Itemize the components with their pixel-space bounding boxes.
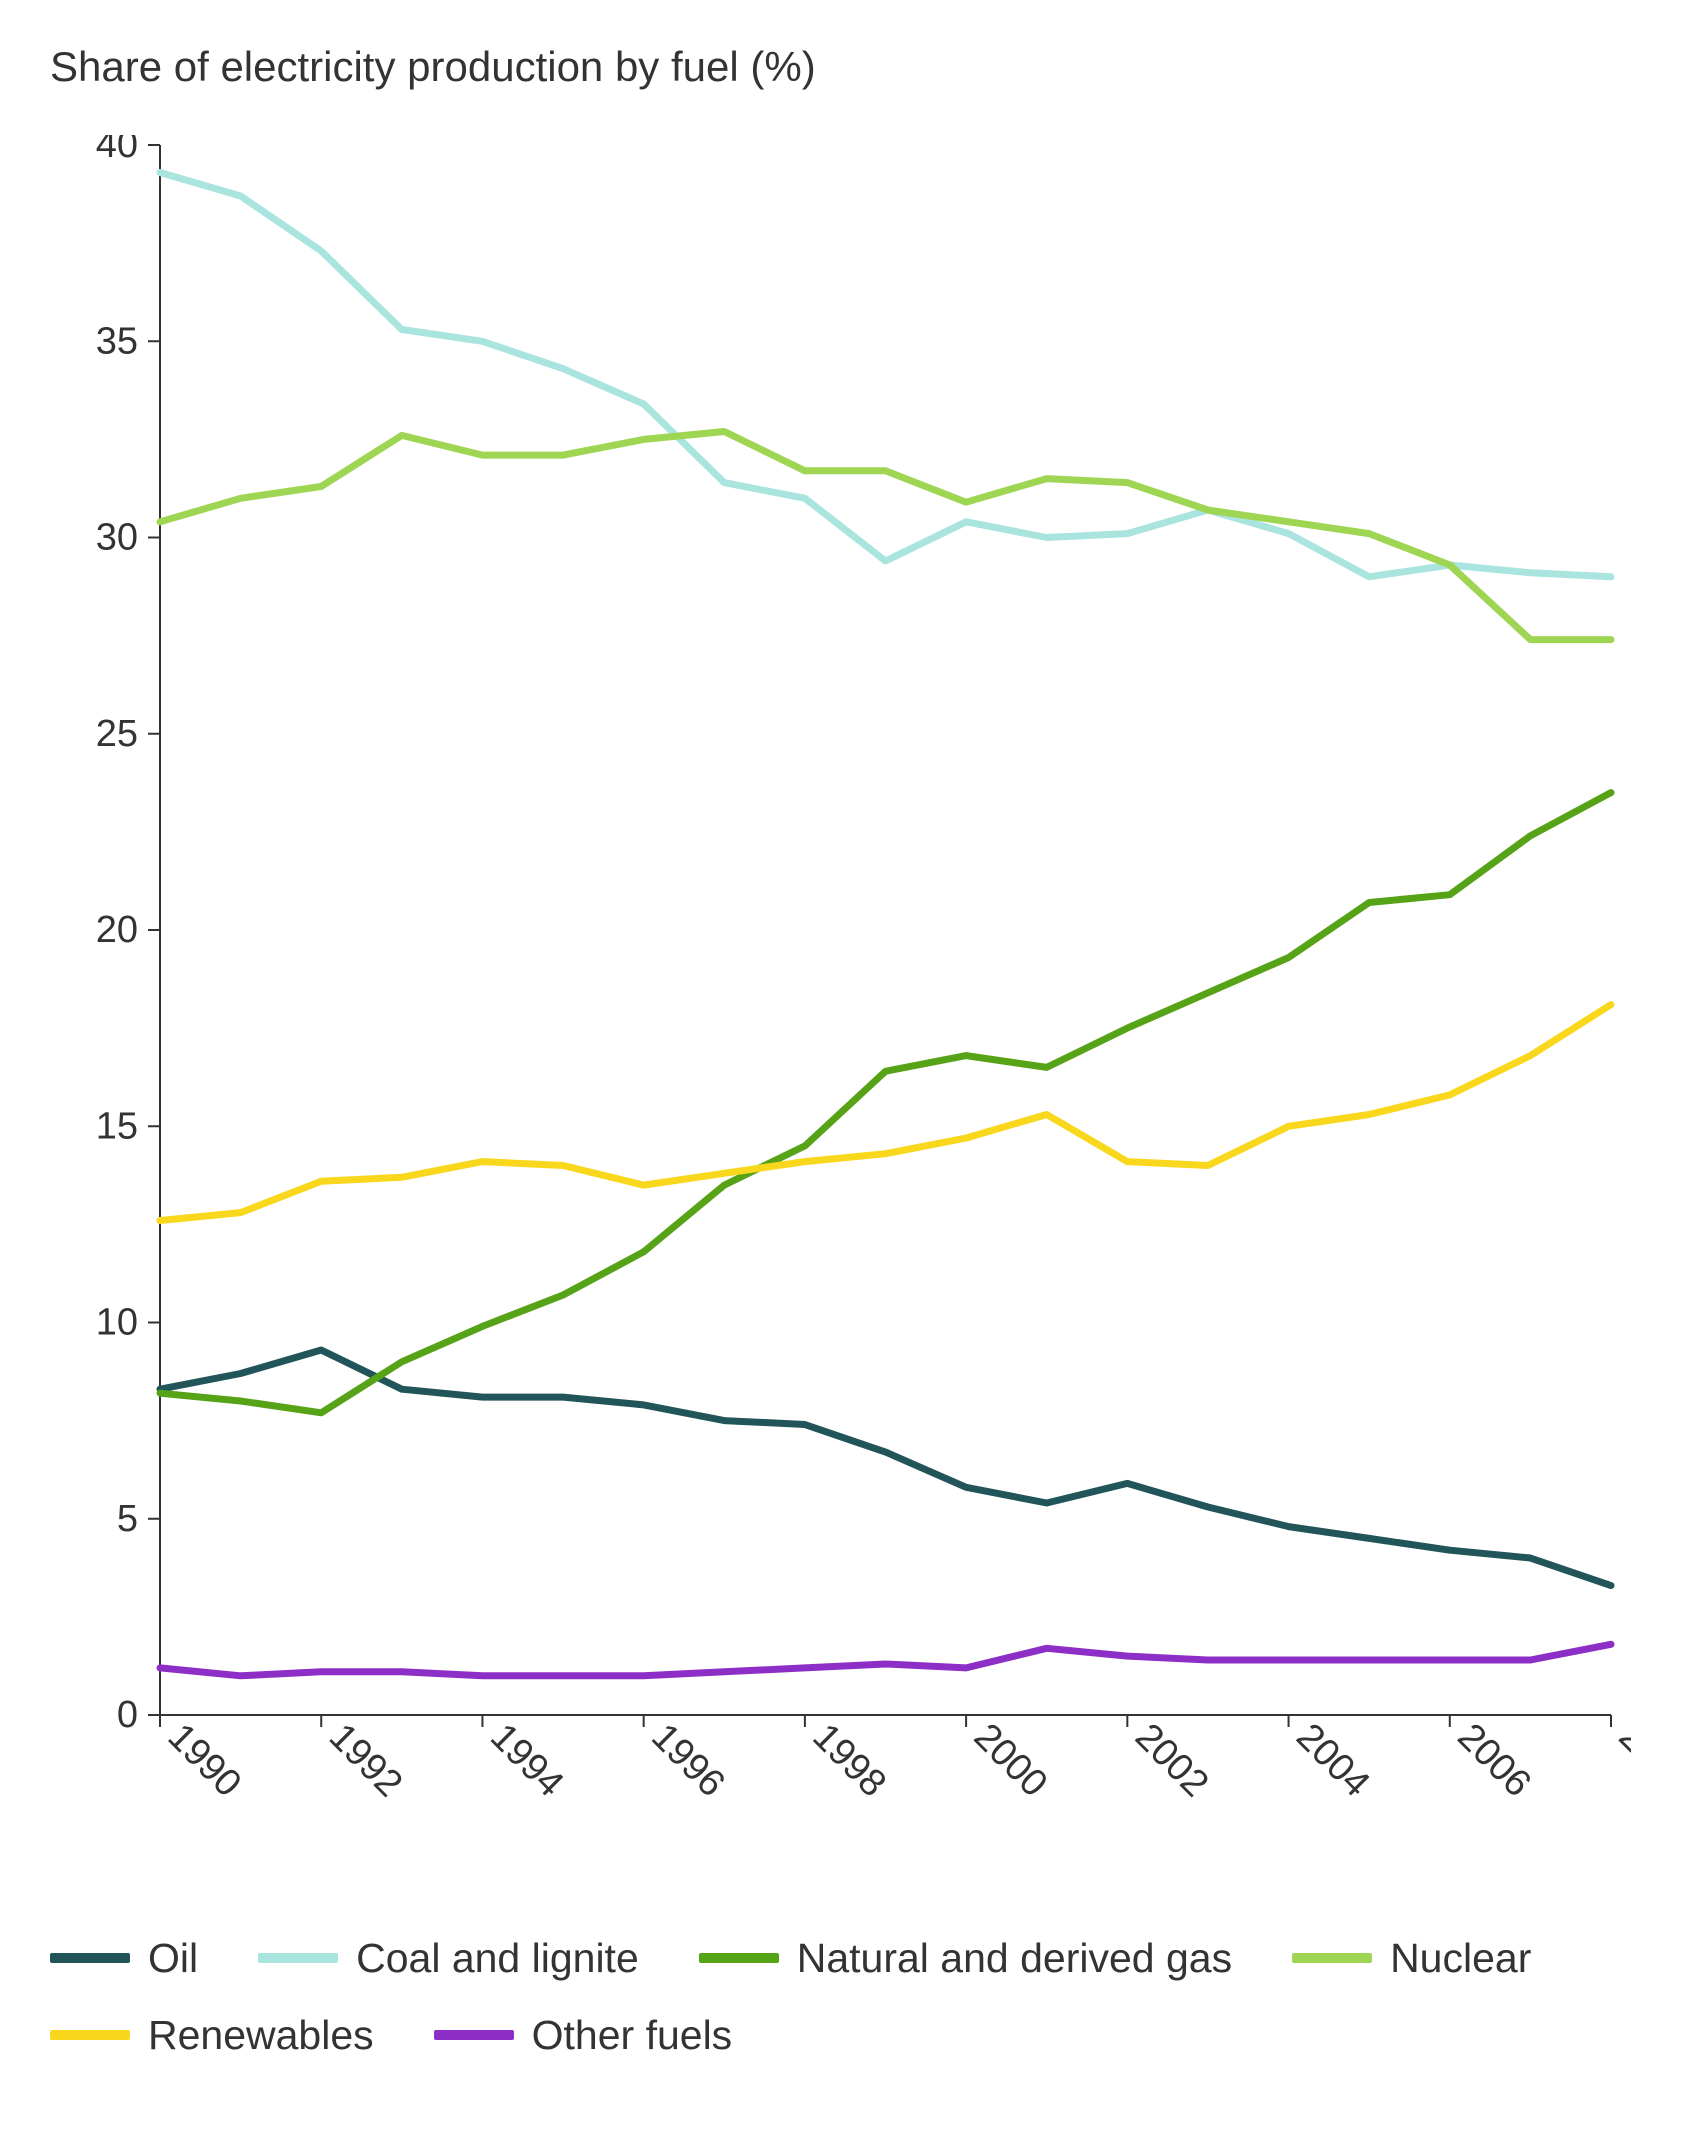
- legend-swatch: [50, 1953, 130, 1963]
- legend-item: Other fuels: [434, 2012, 733, 2059]
- line-chart-svg: 0 5 10 15 20 25 30 35 40 1990 1992 1994 1996 1998 2000…: [50, 135, 1631, 1895]
- legend-label: Renewables: [148, 2012, 374, 2059]
- legend-swatch: [434, 2030, 514, 2040]
- legend-item: Renewables: [50, 2012, 374, 2059]
- legend-label: Oil: [148, 1935, 198, 1982]
- legend-label: Nuclear: [1390, 1935, 1531, 1982]
- x-tick-label: 2000: [966, 1715, 1055, 1804]
- y-tick-label: 35: [96, 320, 138, 362]
- series-line: [160, 1004, 1611, 1220]
- legend-swatch: [50, 2030, 130, 2040]
- series-line: [160, 1644, 1611, 1676]
- x-tick-label: 1992: [321, 1715, 410, 1804]
- legend: Oil Coal and lignite Natural and derived g…: [50, 1935, 1631, 2059]
- x-tick-label: 1996: [643, 1715, 732, 1804]
- chart-container: Share of electricity production by fuel …: [0, 0, 1681, 2099]
- x-tick-label: 1990: [160, 1715, 249, 1804]
- y-tick-label: 5: [117, 1497, 138, 1539]
- legend-item: Coal and lignite: [258, 1935, 639, 1982]
- series-line: [160, 172, 1611, 576]
- y-tick-label: 20: [96, 909, 138, 951]
- y-tick-label: 0: [117, 1694, 138, 1736]
- x-tick-label: 2002: [1127, 1715, 1216, 1804]
- legend-item: Natural and derived gas: [699, 1935, 1232, 1982]
- legend-label: Other fuels: [532, 2012, 733, 2059]
- legend-item: Nuclear: [1292, 1935, 1531, 1982]
- y-tick-label: 30: [96, 516, 138, 558]
- series-line: [160, 1350, 1611, 1586]
- y-tick-label: 25: [96, 712, 138, 754]
- x-tick-label: 1994: [482, 1715, 571, 1804]
- legend-label: Coal and lignite: [356, 1935, 639, 1982]
- plot-area: 0 5 10 15 20 25 30 35 40 1990 1992 1994 1996 1998 2000…: [50, 135, 1631, 1895]
- x-tick-label: 2004: [1288, 1715, 1377, 1804]
- chart-title: Share of electricity production by fuel …: [50, 40, 1631, 95]
- x-tick-label: 2008: [1611, 1715, 1631, 1804]
- y-tick-label: 40: [96, 135, 138, 166]
- y-tick-label: 15: [96, 1105, 138, 1147]
- legend-swatch: [1292, 1953, 1372, 1963]
- x-tick-label: 1998: [805, 1715, 894, 1804]
- legend-swatch: [699, 1953, 779, 1963]
- legend-label: Natural and derived gas: [797, 1935, 1232, 1982]
- series-line: [160, 431, 1611, 639]
- y-tick-label: 10: [96, 1301, 138, 1343]
- legend-item: Oil: [50, 1935, 198, 1982]
- legend-swatch: [258, 1953, 338, 1963]
- series-line: [160, 792, 1611, 1412]
- x-tick-label: 2006: [1449, 1715, 1538, 1804]
